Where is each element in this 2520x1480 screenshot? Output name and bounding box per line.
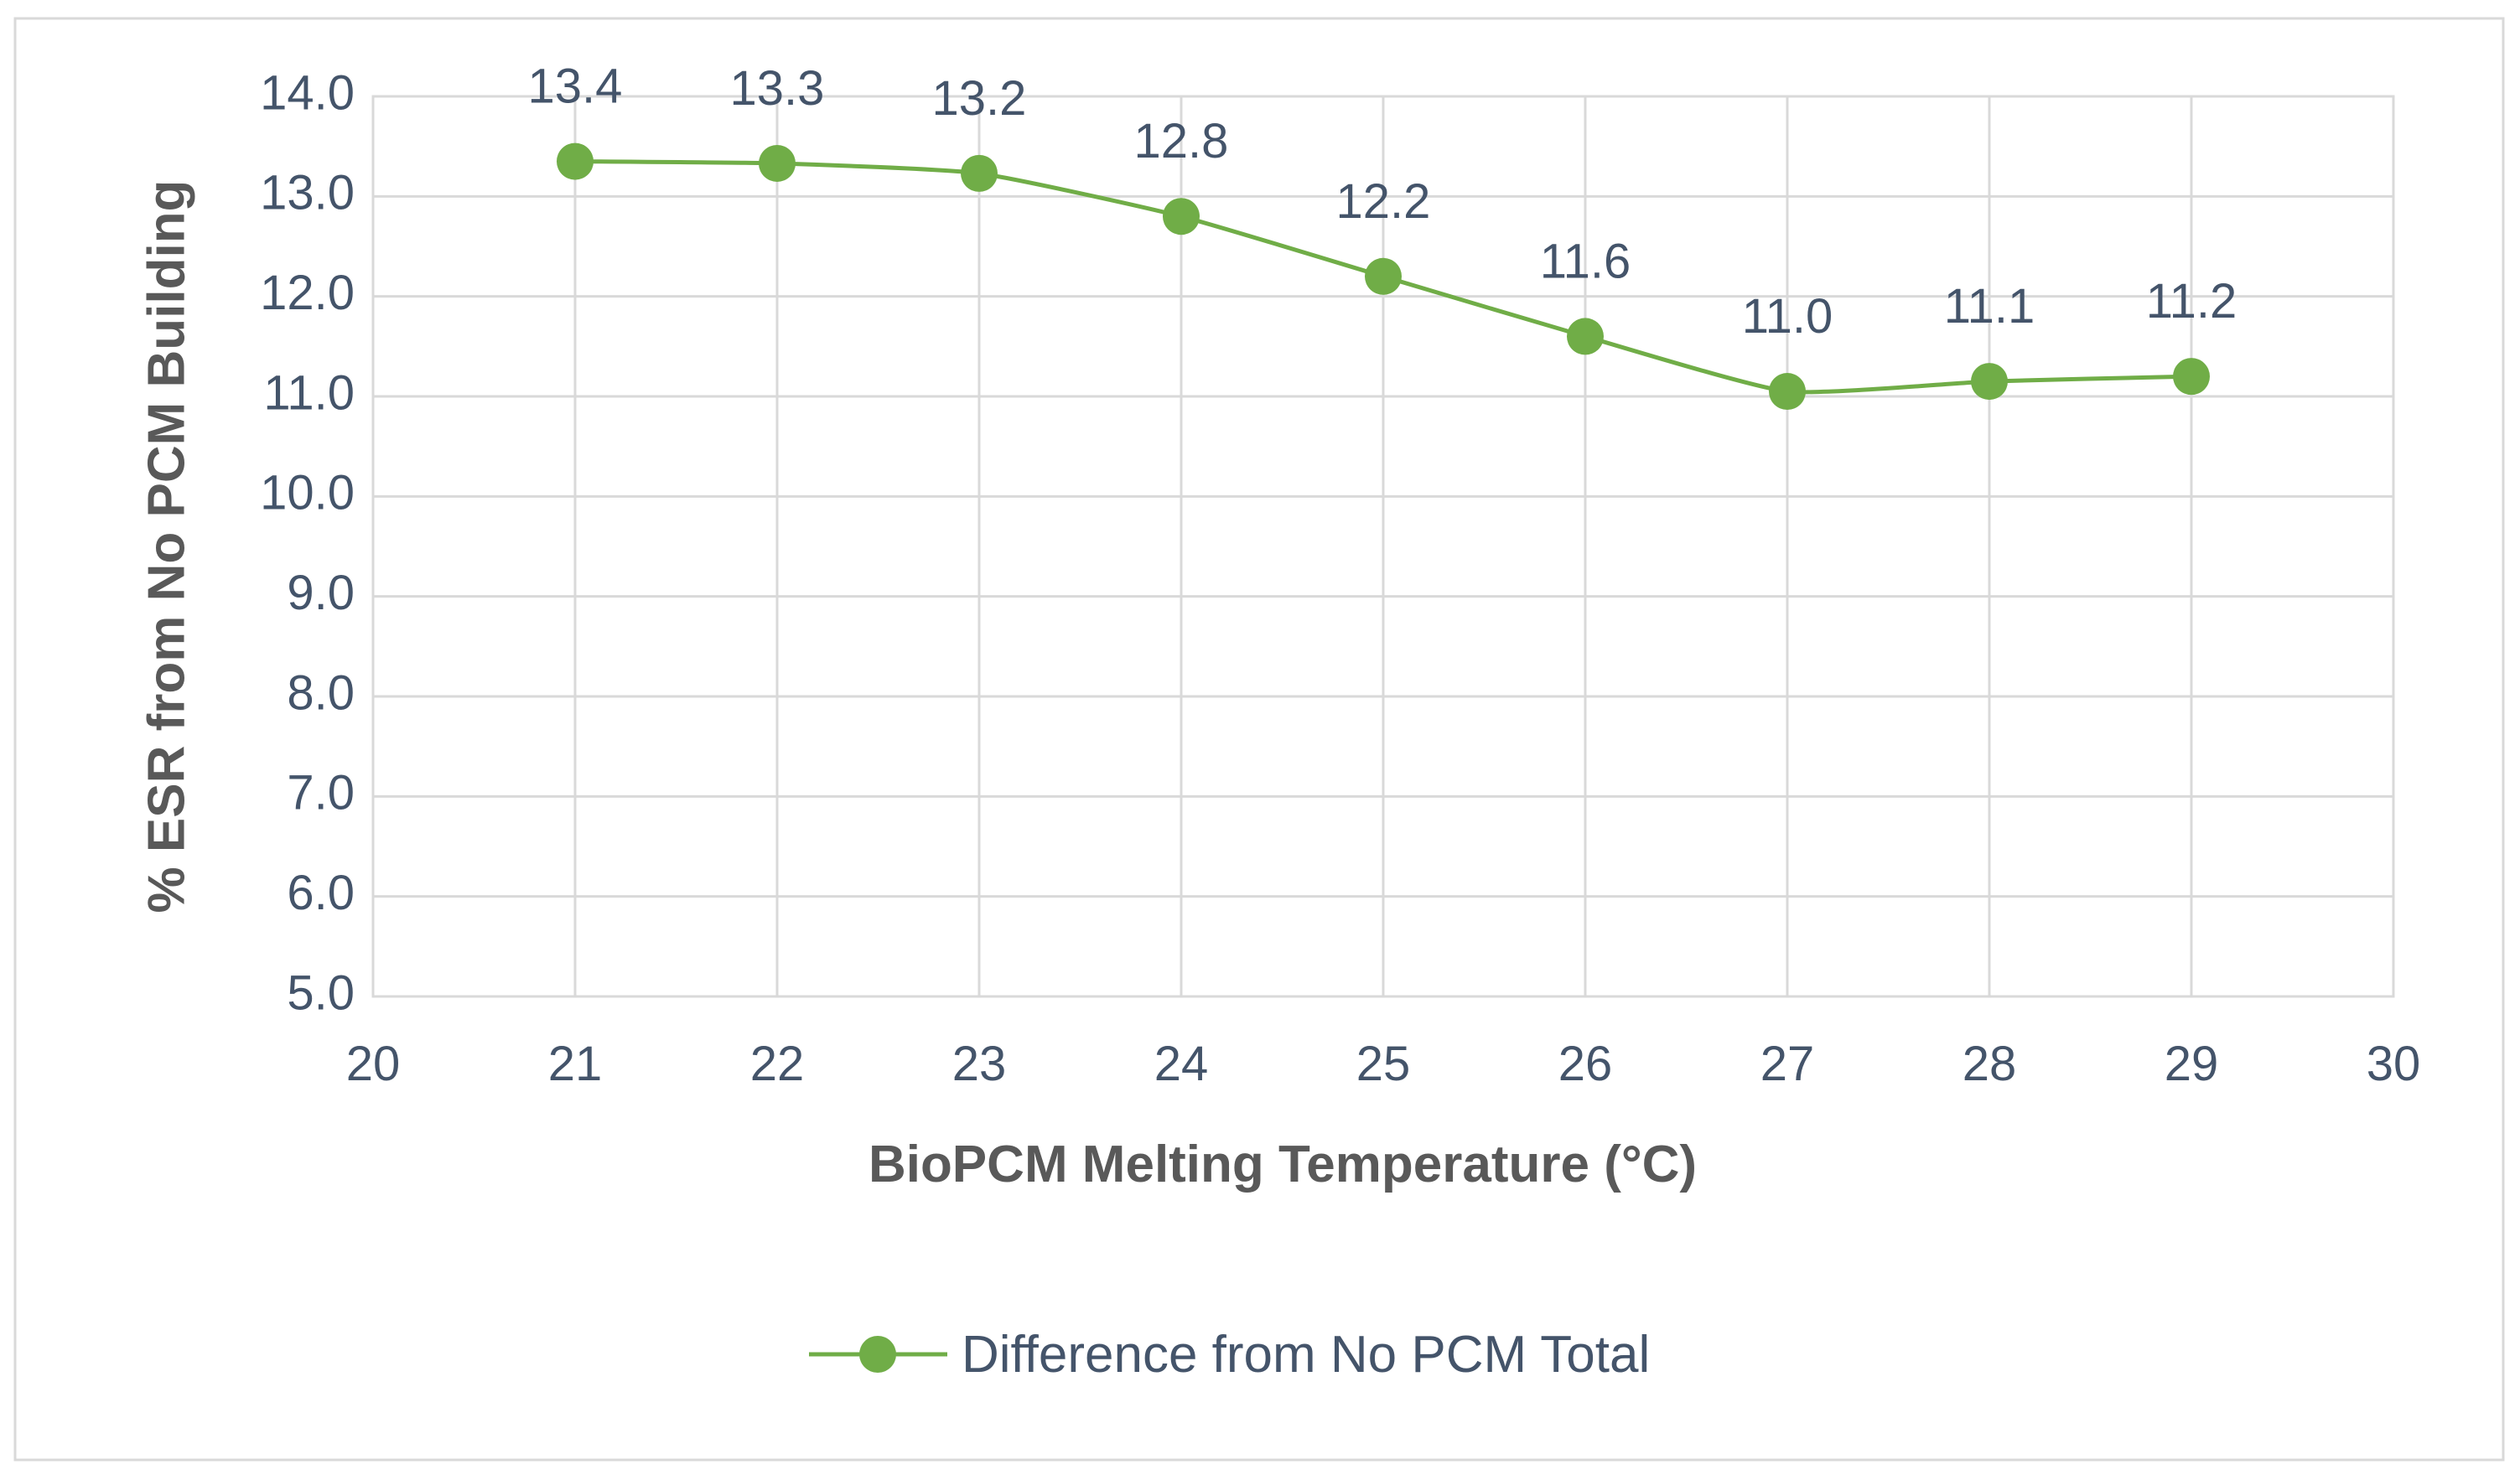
x-axis-ticks: 20 21 22 23 24 25 26 27 28 29 30 [346, 1037, 2421, 1091]
legend-marker-swatch [859, 1336, 896, 1373]
data-point-marker[interactable] [759, 144, 796, 182]
legend-label: Difference from No PCM Total [962, 1326, 1650, 1384]
data-point-marker[interactable] [961, 154, 998, 192]
data-label: 11.1 [1944, 279, 2035, 334]
legend[interactable]: Difference from No PCM Total [809, 1326, 1650, 1384]
data-label: 13.4 [528, 60, 623, 114]
x-tick-label: 25 [1356, 1037, 1411, 1091]
y-tick-label: 6.0 [287, 866, 355, 920]
y-tick-label: 11.0 [263, 365, 355, 420]
y-tick-label: 5.0 [287, 965, 355, 1020]
data-labels: 13.4 13.3 13.2 12.8 12.2 11.6 11.0 11.1 11.2 [528, 60, 2237, 344]
y-tick-label: 7.0 [287, 766, 355, 820]
y-tick-label: 14.0 [260, 65, 355, 120]
data-label: 11.6 [1540, 234, 1631, 288]
x-axis-title: BioPCM Melting Temperature (°C) [869, 1136, 1697, 1193]
data-label: 12.2 [1336, 174, 1431, 229]
y-axis-title: % ESR from No PCM Building [137, 180, 195, 913]
x-tick-label: 28 [1963, 1037, 2017, 1091]
data-point-marker[interactable] [1567, 318, 1604, 355]
data-point-marker[interactable] [2173, 358, 2210, 396]
data-point-marker[interactable] [1971, 363, 2008, 401]
data-point-marker[interactable] [1163, 198, 1200, 235]
chart-border [13, 17, 2505, 1462]
x-tick-label: 30 [2367, 1037, 2421, 1091]
y-tick-label: 13.0 [260, 166, 355, 220]
x-tick-label: 22 [750, 1037, 805, 1091]
series-markers [557, 142, 2210, 411]
x-tick-label: 26 [1558, 1037, 1613, 1091]
x-tick-label: 29 [2165, 1037, 2219, 1091]
data-label: 12.8 [1134, 114, 1229, 168]
y-axis-ticks: 5.0 6.0 7.0 8.0 9.0 10.0 11.0 12.0 13.0 14.0 [260, 65, 355, 1020]
gridlines [371, 95, 2395, 998]
y-tick-label: 12.0 [260, 266, 355, 320]
data-label: 11.2 [2146, 274, 2237, 329]
data-point-marker[interactable] [557, 142, 594, 180]
x-tick-label: 21 [548, 1037, 603, 1091]
data-point-marker[interactable] [1769, 373, 1806, 411]
y-tick-label: 8.0 [287, 665, 355, 720]
data-label: 13.2 [932, 71, 1027, 126]
x-tick-label: 20 [346, 1037, 401, 1091]
x-tick-label: 27 [1760, 1037, 1815, 1091]
y-tick-label: 10.0 [260, 466, 355, 520]
data-label: 13.3 [730, 61, 825, 116]
y-tick-label: 9.0 [287, 566, 355, 620]
x-tick-label: 24 [1154, 1037, 1209, 1091]
data-point-marker[interactable] [1365, 257, 1402, 295]
x-tick-label: 23 [952, 1037, 1007, 1091]
data-label: 11.0 [1742, 289, 1833, 344]
